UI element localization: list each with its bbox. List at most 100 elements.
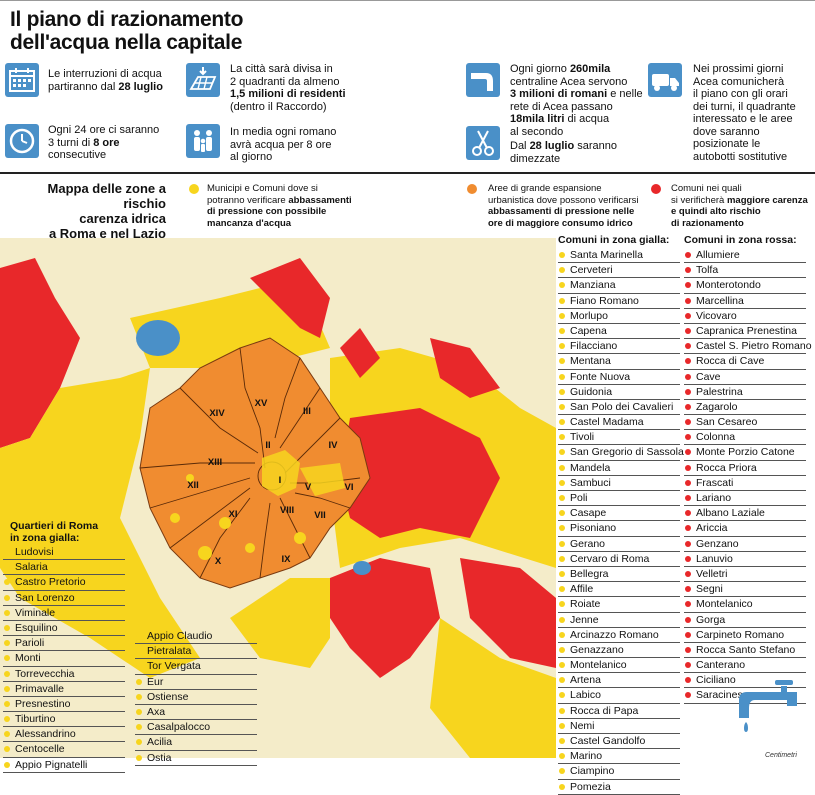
list-item: Appio Claudio (135, 629, 257, 645)
zone-yellow-far-south (430, 618, 556, 758)
quartieri-col1: Ludovisi Salaria Castro Pretorio San Lorenz… (3, 545, 125, 773)
legend-yellow-dot (189, 184, 199, 194)
legend-orange-dot (467, 184, 477, 194)
list-item: San Polo dei Cavalieri (558, 400, 680, 416)
list-item: Ostiense (135, 690, 257, 705)
comuni-rossa-list: Comuni in zona rossa: Allumiere Tolfa Mont… (684, 234, 812, 704)
list-item: Jenne (558, 613, 680, 628)
legend-orange-text: Aree di grande espansione urbanistica do… (488, 183, 639, 229)
faucet-icon (739, 680, 797, 732)
list-item: Tor Vergata (135, 659, 257, 675)
list-item: Arcinazzo Romano (558, 628, 680, 643)
list-item: Esquilino (3, 621, 125, 637)
municipio-label: III (303, 406, 311, 417)
list-item: Pisoniano (558, 521, 680, 537)
zone-red-south-east (460, 558, 556, 668)
municipio-label: XI (229, 509, 238, 520)
zone-red-castelli (330, 558, 440, 678)
info-interruzioni: Le interruzioni di acqua partiranno dal … (48, 68, 163, 93)
list-item: Presnestino (3, 697, 125, 713)
list-item: Canterano (684, 658, 806, 674)
list-item: Monterotondo (684, 278, 806, 294)
list-item: Cervaro di Roma (558, 552, 680, 567)
list-item: Artena (558, 673, 680, 689)
municipio-label: I (279, 475, 282, 486)
family-icon (186, 124, 220, 158)
list-item: Ciampino (558, 764, 680, 780)
list-item: Ciciliano (684, 673, 806, 689)
info-dimezzate: Dal 28 luglio saranno dimezzate (510, 140, 617, 165)
list-item: Guidonia (558, 385, 680, 400)
list-item: Montelanico (558, 658, 680, 674)
list-item: Tolfa (684, 263, 806, 279)
list-item: Palestrina (684, 385, 806, 400)
municipio-label: X (215, 556, 222, 567)
list-item: Rocca Santo Stefano (684, 643, 806, 659)
municipio-label: IX (282, 554, 292, 565)
list-item: Zagarolo (684, 400, 806, 416)
list-item: Poli (558, 491, 680, 507)
list-item: Pietralata (135, 644, 257, 660)
list-item: Casalpalocco (135, 720, 257, 736)
calendar-icon (5, 63, 39, 97)
truck-icon (648, 63, 682, 97)
municipio-label: VI (345, 482, 354, 493)
comuni-gialla-list: Comuni in zona gialla: Santa Marinella Ce… (558, 234, 684, 795)
info-quadranti: La città sarà divisa in 2 quadranti da a… (230, 63, 346, 113)
zone-yellow-coast (0, 368, 200, 678)
list-item: Axa (135, 705, 257, 721)
list-item: Gerano (558, 537, 680, 552)
municipio-label: VII (314, 510, 326, 521)
list-item: Filacciano (558, 339, 680, 355)
lazio-map: I II III IV V VI VII VIII IX X XI XII XI… (0, 238, 556, 758)
list-item: Acilia (135, 735, 257, 751)
credit: Centimetri (765, 752, 797, 759)
zone-red-nw (0, 258, 80, 448)
list-item: Torrevecchia (3, 667, 125, 682)
list-item: Lanuvio (684, 552, 806, 567)
list-item: Velletri (684, 567, 806, 583)
list-item: Castel S. Pietro Romano (684, 339, 812, 355)
legend-yellow-text: Municipi e Comuni dove si potranno verif… (207, 183, 352, 229)
lake-bracciano (136, 320, 180, 356)
list-item: Monte Porzio Catone (684, 445, 806, 461)
list-item: Rocca di Cave (684, 354, 806, 370)
municipio-label: XIV (209, 408, 225, 419)
list-item: Colonna (684, 430, 806, 446)
list-item: San Cesareo (684, 415, 806, 431)
list-item: Capena (558, 324, 680, 340)
list-item: Segni (684, 582, 806, 598)
list-item: Fiano Romano (558, 294, 680, 309)
municipio-label: V (305, 482, 312, 493)
zone-red-mentana (340, 328, 380, 378)
east-yellow-quartieri (300, 463, 345, 496)
info-centraline: Ogni giorno 260mila centraline Acea serv… (510, 63, 643, 138)
list-item: Marino (558, 749, 680, 765)
clock-icon (5, 124, 39, 158)
list-item: Mandela (558, 461, 680, 476)
list-item: Gorga (684, 613, 806, 628)
list-item: Santa Marinella (558, 248, 680, 264)
list-item: Castel Gandolfo (558, 734, 680, 750)
list-item: Appio Pignatelli (3, 758, 125, 773)
municipio-label: II (265, 440, 270, 451)
info-autobotti: Nei prossimi giorni Acea comunicherà il … (693, 63, 796, 163)
list-item: Capranica Prenestina (684, 324, 806, 340)
list-item: San Lorenzo (3, 591, 125, 606)
info-media: In media ogni romano avrà acqua per 8 or… (230, 126, 337, 163)
list-item: Manziana (558, 278, 680, 294)
tap-icon (466, 63, 500, 97)
list-item: Nemi (558, 719, 680, 734)
page-title: Il piano di razionamento dell'acqua nell… (10, 8, 244, 54)
yellow-spots (170, 474, 306, 560)
list-item: Centocelle (3, 742, 125, 758)
list-item: Viminale (3, 606, 125, 621)
list-item: Casape (558, 506, 680, 522)
list-item: Ariccia (684, 521, 806, 537)
list-item: Genzano (684, 537, 806, 552)
list-item: Affile (558, 582, 680, 598)
list-item: Bellegra (558, 567, 680, 583)
quartieri-col2: Appio Claudio Pietralata Tor Vergata Eur Ost… (135, 629, 257, 766)
municipio-label: IV (329, 440, 339, 451)
municipio-label: VIII (280, 505, 294, 516)
